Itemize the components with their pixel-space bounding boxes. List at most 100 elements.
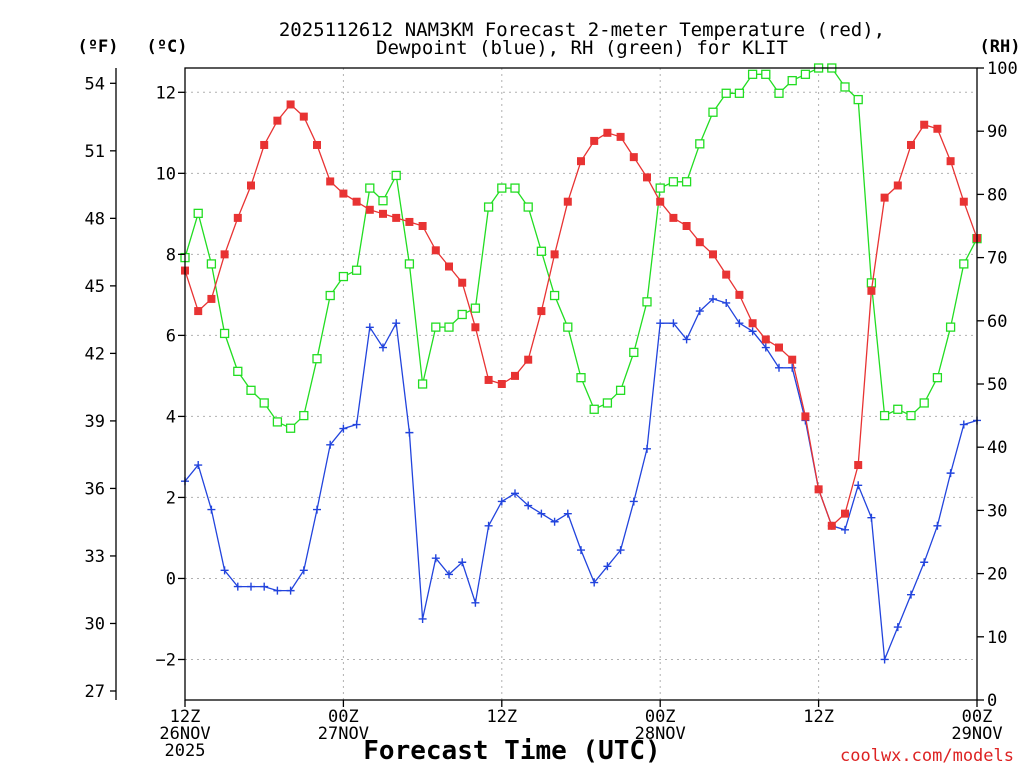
tick-label-fahrenheit: 30 <box>85 614 105 634</box>
data-point-temperature <box>418 222 427 230</box>
tick-label-time: 00Z <box>962 707 993 727</box>
data-point-dewpoint <box>286 586 295 595</box>
data-point-temperature <box>299 112 308 121</box>
data-point-dewpoint <box>537 509 546 518</box>
tick-label-celsius: 2 <box>166 488 176 508</box>
tick-label-time: 29NOV <box>951 724 1002 744</box>
tick-label-rh: 70 <box>987 249 1007 269</box>
data-point-rh <box>642 297 652 307</box>
unit-label-celsius: (ºC) <box>147 37 188 57</box>
data-point-rh <box>668 177 679 187</box>
data-point-rh <box>853 94 863 105</box>
data-point-temperature <box>194 307 203 316</box>
data-point-temperature <box>590 136 599 145</box>
data-point-temperature <box>405 217 414 226</box>
tick-label-fahrenheit: 39 <box>85 412 105 432</box>
tick-label-time: 12Z <box>486 707 517 727</box>
data-point-dewpoint <box>365 323 374 332</box>
data-point-temperature <box>550 250 559 259</box>
axis-layer: −2 0 2 4 6 8 10 12 27 30 33 36 39 42 45 48 51 54 0 10 20 30 40… <box>85 59 1018 761</box>
data-point-rh <box>615 385 626 395</box>
data-point-rh <box>866 278 877 288</box>
data-point-dewpoint <box>959 420 968 429</box>
data-point-dewpoint <box>194 461 203 470</box>
data-point-dewpoint <box>577 546 585 555</box>
data-point-temperature <box>893 181 902 190</box>
data-point-temperature <box>709 250 717 259</box>
data-point-rh <box>325 290 335 301</box>
data-point-temperature <box>841 509 849 518</box>
data-point-rh <box>497 183 507 193</box>
data-point-dewpoint <box>273 586 282 595</box>
data-point-dewpoint <box>313 505 321 514</box>
data-point-temperature <box>603 128 612 137</box>
tick-label-time: 00Z <box>328 707 359 727</box>
tick-label-fahrenheit: 51 <box>85 142 105 162</box>
data-point-temperature <box>471 323 480 332</box>
data-point-rh <box>483 202 494 212</box>
data-point-dewpoint <box>563 509 572 518</box>
series-dewpoint <box>181 294 981 664</box>
tick-label-time: 27NOV <box>318 724 369 744</box>
data-point-rh <box>787 75 797 86</box>
tick-label-fahrenheit: 27 <box>85 682 105 702</box>
data-point-temperature <box>339 189 348 198</box>
data-point-temperature <box>352 197 361 206</box>
tick-label-time: 2025 <box>165 741 206 761</box>
data-point-dewpoint <box>471 598 480 607</box>
data-point-rh <box>338 271 349 282</box>
tick-label-rh: 30 <box>987 501 1007 521</box>
data-point-rh <box>523 202 533 212</box>
data-point-rh <box>470 303 481 313</box>
data-point-temperature <box>629 153 638 162</box>
x-axis-title: Forecast Time (UTC) <box>363 736 660 766</box>
data-point-rh <box>602 398 613 408</box>
data-point-temperature <box>524 355 533 364</box>
data-point-dewpoint <box>893 623 902 632</box>
tick-label-fahrenheit: 36 <box>85 479 105 499</box>
tick-label-celsius: −2 <box>156 650 176 670</box>
data-point-rh <box>589 404 599 414</box>
data-point-rh <box>272 417 283 427</box>
data-point-dewpoint <box>233 582 242 591</box>
tick-label-time: 12Z <box>170 707 201 727</box>
data-point-temperature <box>233 213 242 222</box>
data-point-dewpoint <box>656 319 665 328</box>
data-point-rh <box>655 183 665 193</box>
data-point-rh <box>761 69 771 79</box>
data-point-rh <box>378 196 388 206</box>
data-point-temperature <box>814 485 823 494</box>
tick-label-celsius: 6 <box>166 326 176 346</box>
data-point-dewpoint <box>761 343 770 352</box>
data-point-dewpoint <box>907 590 915 599</box>
data-point-rh <box>510 183 520 193</box>
tick-label-celsius: 12 <box>156 83 176 103</box>
data-point-dewpoint <box>550 517 559 526</box>
data-point-rh <box>734 88 745 98</box>
tick-label-fahrenheit: 42 <box>85 344 105 364</box>
tick-label-time: 00Z <box>645 707 676 727</box>
data-point-temperature <box>735 290 744 299</box>
data-point-dewpoint <box>616 546 625 555</box>
data-point-dewpoint <box>854 481 863 490</box>
data-point-rh <box>206 259 217 269</box>
data-point-temperature <box>537 307 546 316</box>
data-point-dewpoint <box>880 655 889 664</box>
data-point-temperature <box>695 238 704 247</box>
data-point-dewpoint <box>682 335 691 344</box>
data-point-rh <box>747 69 758 79</box>
data-point-rh <box>299 410 309 421</box>
data-point-temperature <box>445 262 453 271</box>
chart-title-line1: 2025112612 NAM3KM Forecast 2-meter Tempe… <box>279 19 885 41</box>
data-point-dewpoint <box>299 566 308 575</box>
data-point-rh <box>906 410 916 421</box>
data-point-temperature <box>563 197 572 206</box>
data-point-rh <box>681 177 692 187</box>
data-point-temperature <box>207 294 216 303</box>
data-point-dewpoint <box>392 319 401 328</box>
data-point-temperature <box>854 461 863 470</box>
data-point-rh <box>840 82 850 92</box>
data-point-rh <box>932 373 943 383</box>
tick-label-celsius: 8 <box>166 245 176 265</box>
data-point-dewpoint <box>207 505 216 514</box>
